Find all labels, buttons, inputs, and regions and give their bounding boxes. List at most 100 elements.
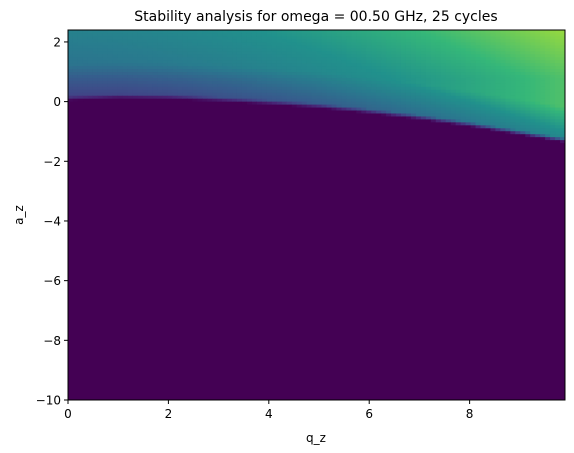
heatmap-cell: [82, 44, 89, 49]
heatmap-cell: [386, 35, 392, 40]
heatmap-cell: [450, 109, 457, 114]
heatmap-cell: [142, 47, 149, 52]
heatmap-cell: [520, 47, 526, 52]
heatmap-cell: [306, 44, 313, 49]
heatmap-cell: [341, 35, 347, 40]
heatmap-cell: [475, 32, 482, 37]
heatmap-cell: [97, 50, 104, 55]
heatmap-cell: [97, 65, 104, 70]
heatmap-cell: [246, 50, 253, 55]
heatmap-cell: [217, 41, 223, 46]
heatmap-cell: [435, 112, 442, 117]
heatmap-cell: [291, 59, 298, 64]
heatmap-cell: [107, 62, 114, 67]
heatmap-cell: [371, 50, 377, 55]
heatmap-cell: [336, 38, 342, 43]
heatmap-cell: [425, 92, 432, 96]
heatmap-cell: [87, 86, 94, 90]
heatmap-cell: [530, 74, 536, 78]
heatmap-cell: [68, 59, 74, 64]
heatmap-cell: [286, 95, 293, 99]
heatmap-cell: [520, 62, 526, 67]
heatmap-cell: [366, 98, 372, 102]
heatmap-cell: [217, 68, 223, 73]
heatmap-cell: [520, 53, 526, 58]
heatmap-cell: [296, 32, 303, 37]
heatmap-cell: [152, 30, 159, 34]
heatmap-cell: [291, 56, 298, 61]
heatmap-cell: [400, 112, 407, 117]
heatmap-cell: [490, 109, 497, 114]
heatmap-cell: [326, 62, 333, 67]
heatmap-cell: [97, 71, 104, 75]
heatmap-cell: [117, 38, 124, 43]
heatmap-cell: [430, 77, 437, 81]
heatmap-cell: [465, 89, 472, 93]
heatmap-cell: [356, 80, 362, 84]
heatmap-cell: [291, 95, 298, 99]
heatmap-cell: [102, 30, 109, 34]
heatmap-cell: [157, 95, 164, 99]
heatmap-cell: [197, 98, 203, 102]
heatmap-cell: [525, 32, 531, 37]
heatmap-cell: [500, 86, 506, 90]
heatmap-cell: [122, 41, 129, 46]
heatmap-cell: [391, 92, 397, 96]
heatmap-cell: [356, 50, 362, 55]
heatmap-cell: [286, 83, 293, 87]
heatmap-cell: [530, 77, 536, 81]
heatmap-cell: [520, 80, 526, 84]
heatmap-cell: [535, 101, 541, 105]
heatmap-cell: [192, 50, 198, 55]
heatmap-cell: [555, 38, 561, 43]
heatmap-cell: [405, 35, 412, 40]
heatmap-cell: [356, 44, 362, 49]
heatmap-cell: [555, 56, 561, 61]
heatmap-cell: [455, 104, 462, 108]
heatmap-cell: [460, 38, 467, 43]
heatmap-cell: [386, 89, 392, 93]
heatmap-cell: [167, 41, 173, 46]
heatmap-cell: [147, 68, 154, 73]
heatmap-cell: [495, 50, 501, 55]
heatmap-cell: [241, 65, 248, 70]
heatmap-cell: [560, 106, 565, 111]
heatmap-cell: [197, 35, 203, 40]
heatmap-cell: [415, 65, 422, 70]
heatmap-cell: [346, 71, 352, 75]
heatmap-cell: [162, 38, 168, 43]
heatmap-cell: [356, 101, 362, 105]
heatmap-cell: [386, 38, 392, 43]
heatmap-cell: [187, 35, 193, 40]
heatmap-cell: [77, 83, 84, 87]
heatmap-cell: [485, 115, 492, 120]
heatmap-cell: [505, 30, 511, 34]
heatmap-cell: [217, 56, 223, 61]
heatmap-cell: [495, 35, 501, 40]
heatmap-cell: [540, 74, 546, 78]
heatmap-cell: [475, 104, 482, 108]
heatmap-cell: [455, 95, 462, 99]
heatmap-cell: [68, 44, 74, 49]
heatmap-cell: [281, 53, 288, 58]
heatmap-cell: [167, 44, 173, 49]
heatmap-cell: [236, 38, 243, 43]
heatmap-cell: [232, 83, 238, 87]
heatmap-cell: [545, 41, 551, 46]
heatmap-cell: [256, 65, 263, 70]
heatmap-cell: [97, 35, 104, 40]
heatmap-cell: [485, 35, 492, 40]
heatmap-cell: [545, 130, 551, 135]
heatmap-cell: [400, 56, 407, 61]
heatmap-cell: [157, 71, 164, 75]
heatmap-cell: [430, 41, 437, 46]
heatmap-cell: [152, 74, 159, 78]
heatmap-cell: [117, 41, 124, 46]
heatmap-cell: [445, 62, 452, 67]
heatmap-cell: [97, 74, 104, 78]
heatmap-cell: [410, 106, 417, 111]
heatmap-cell: [445, 101, 452, 105]
heatmap-cell: [500, 101, 506, 105]
heatmap-cell: [341, 44, 347, 49]
heatmap-cell: [246, 35, 253, 40]
